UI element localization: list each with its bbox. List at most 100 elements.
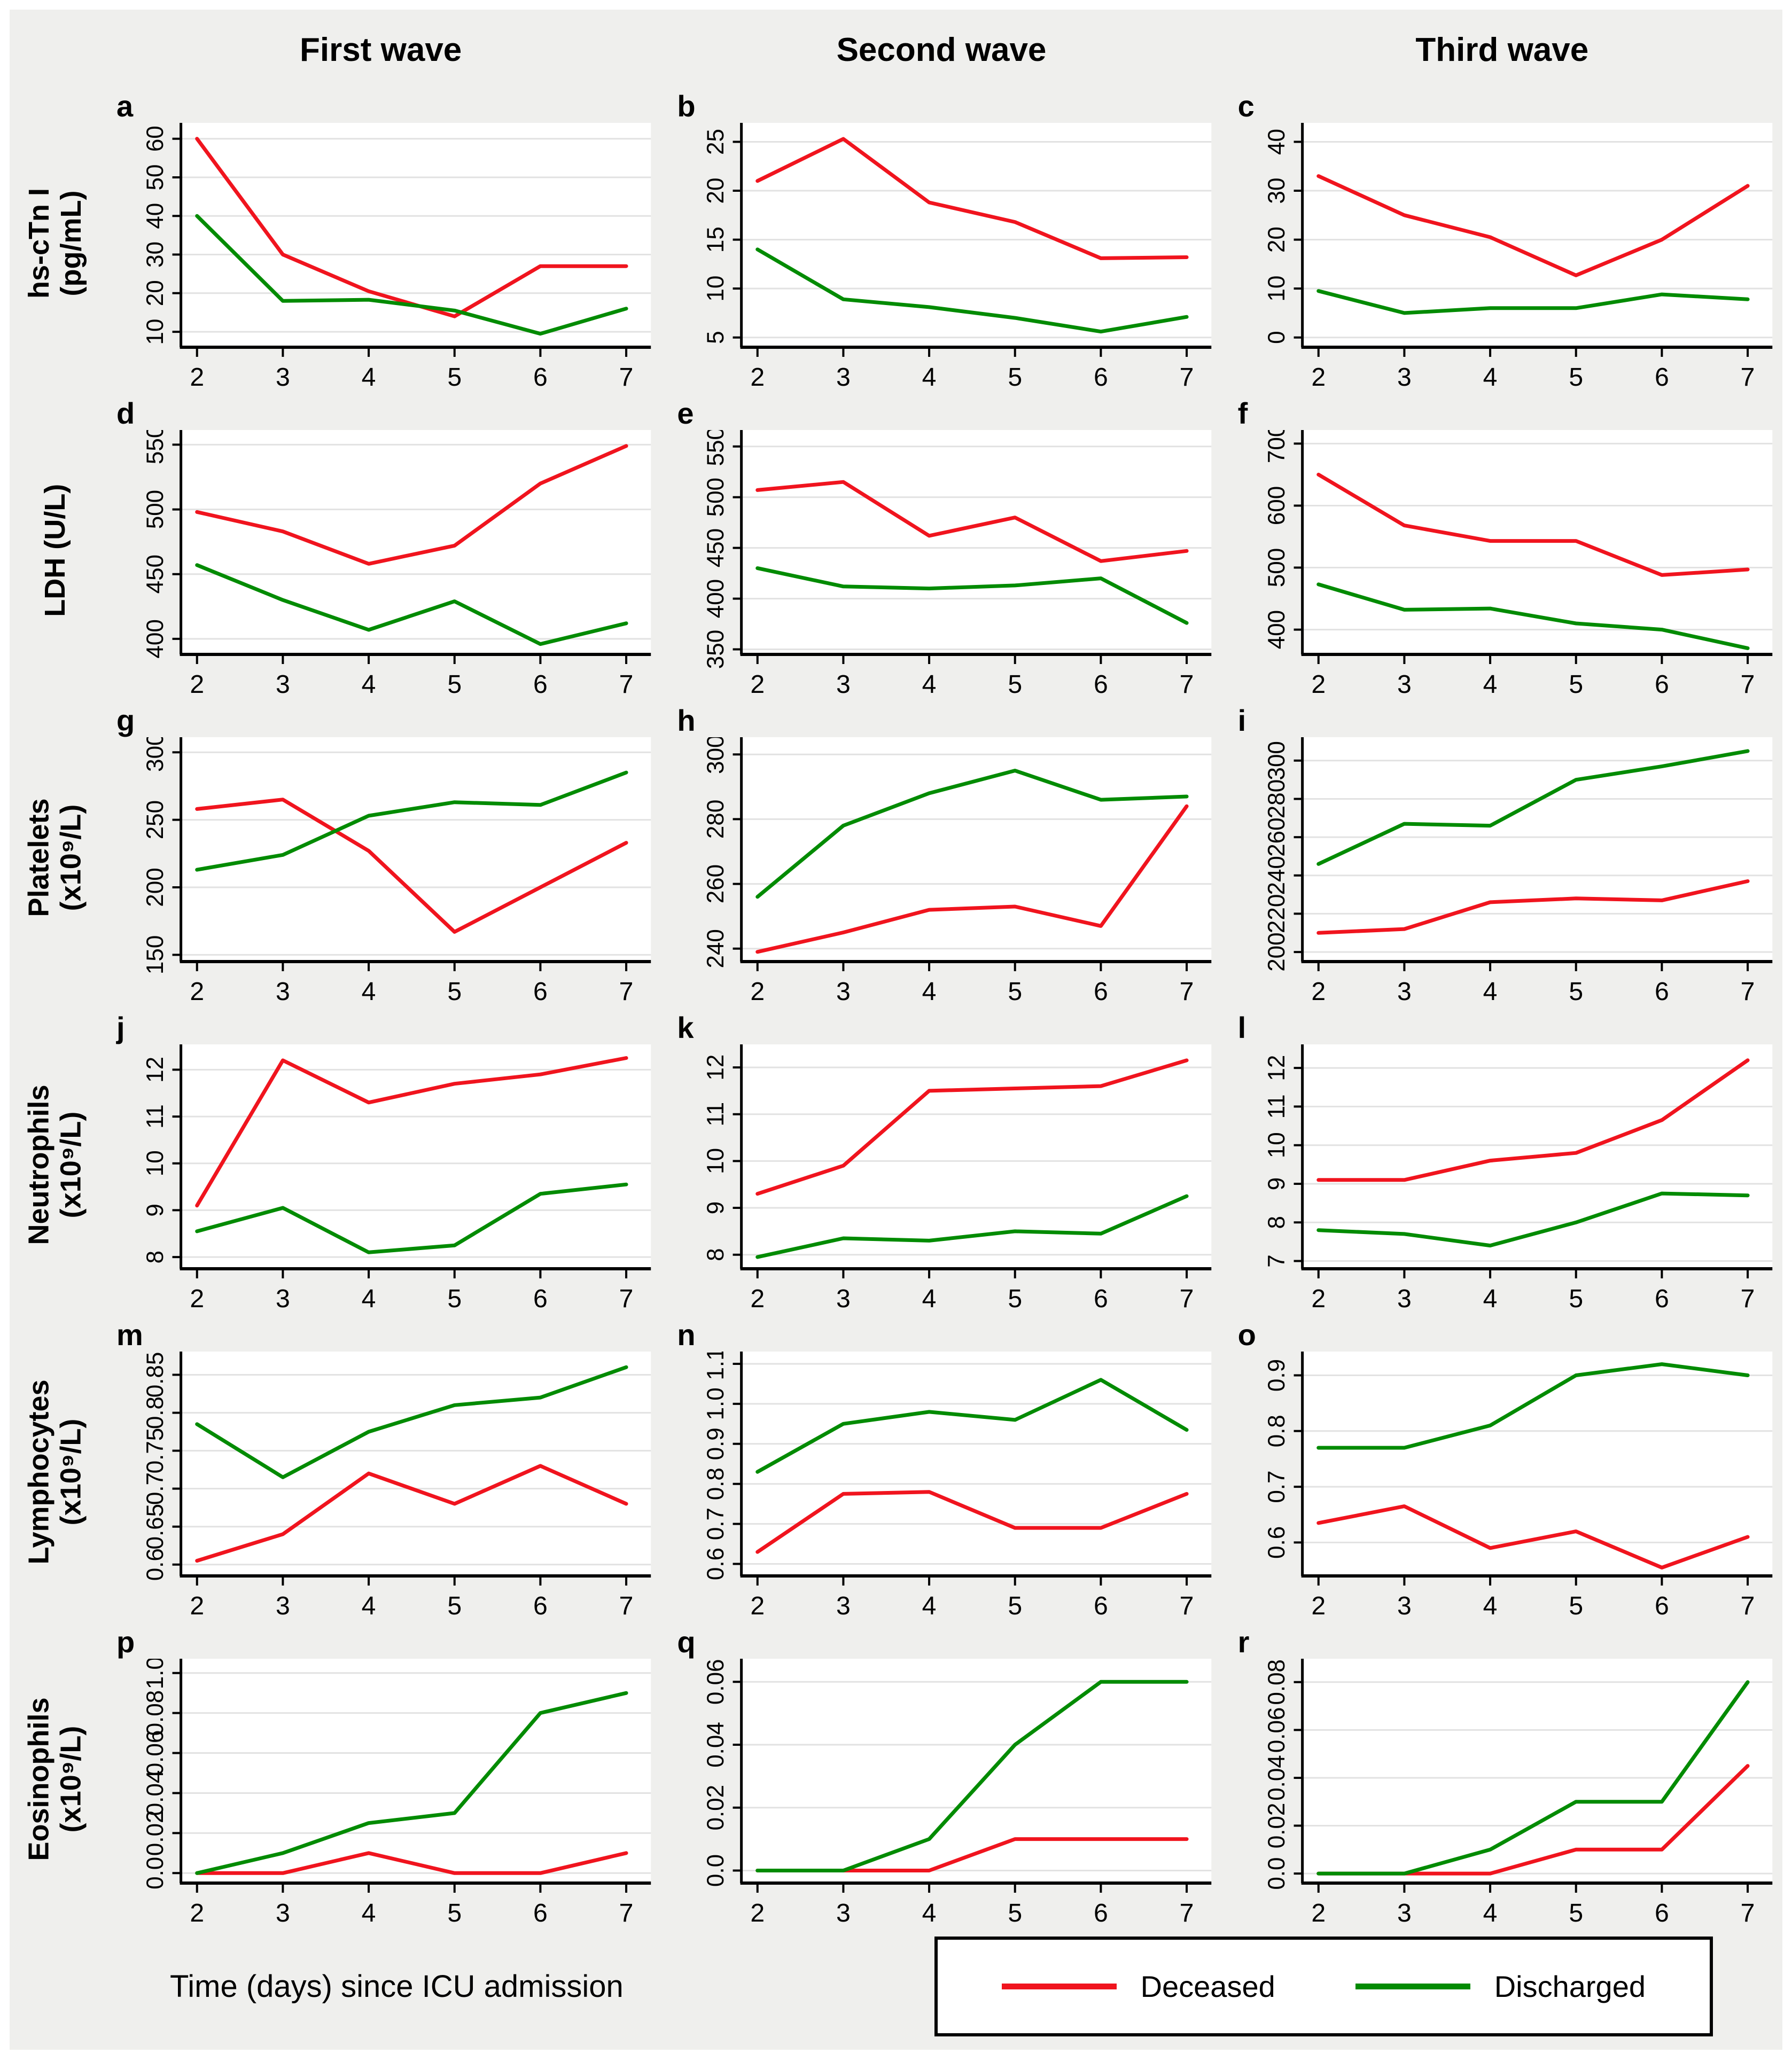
- discharged-line: [195, 1365, 628, 1479]
- discharged-line: [195, 214, 628, 336]
- panel-letter: o: [1237, 1318, 1256, 1352]
- panel-d: d 400 450 500 550 2 3 4 5 6 7: [100, 397, 661, 704]
- panel-q: q 0.0 0.02 0.04 0.06 2 3 4 5 6 7: [661, 1626, 1221, 1933]
- x-tick-label: 2: [1311, 1899, 1326, 1927]
- column-title-second-wave: Second wave: [836, 31, 1047, 68]
- plot-svg: 0.00.020.040.060.081.0 2 3 4 5 6 7: [142, 1659, 651, 1927]
- x-tick-label: 5: [1569, 977, 1583, 1006]
- y-tick-label: 450: [142, 555, 168, 594]
- x-tick-label: 4: [922, 1899, 937, 1927]
- y-tick-label: 0.9: [1264, 1359, 1290, 1392]
- y-tick-label: 280: [703, 800, 729, 839]
- x-tick-label: 3: [836, 1284, 851, 1313]
- panel-letter: g: [116, 704, 135, 737]
- x-tick-label: 7: [1740, 977, 1755, 1006]
- footer: Time (days) since ICU admission Deceased…: [10, 1933, 1782, 2040]
- y-tick-label: 0.6: [1264, 1526, 1290, 1559]
- legend-item-discharged: Discharged: [1355, 1969, 1646, 2004]
- y-tick-label: 0.8: [1264, 1415, 1290, 1447]
- panel-grid: hs-cTn I (pg/mL) a 10 20 30 40 50 60 2 3 4 5 6 7 b 5 10 15…: [10, 90, 1782, 1933]
- panel-j: j 8 9 10 11 12 2 3 4 5 6 7: [100, 1011, 661, 1318]
- x-tick-label: 2: [1311, 363, 1326, 392]
- x-tick-label: 7: [619, 1284, 634, 1313]
- panel-letter: e: [677, 396, 694, 430]
- y-tick-label: 7: [1264, 1254, 1290, 1267]
- legend-box: Deceased Discharged: [934, 1936, 1713, 2036]
- plot-area: [1302, 737, 1772, 962]
- plot-area: [181, 1659, 651, 1883]
- y-tick-label: 450: [703, 528, 729, 567]
- x-tick-label: 6: [1655, 1284, 1669, 1313]
- row-label-cell: LDH (U/L): [10, 397, 100, 704]
- x-tick-label: 6: [1655, 977, 1669, 1006]
- x-tick-label: 3: [276, 363, 290, 392]
- x-tick-label: 5: [1569, 1591, 1583, 1620]
- discharged-line: [755, 1680, 1189, 1872]
- panel-letter: a: [116, 89, 134, 123]
- x-tick-label: 4: [1483, 1899, 1497, 1927]
- x-tick-label: 7: [1180, 363, 1194, 392]
- x-tick-label: 3: [1397, 1899, 1412, 1927]
- y-tick-label: 300: [1264, 741, 1290, 780]
- y-tick-label: 0.04: [142, 1770, 168, 1816]
- y-tick-label: 9: [142, 1204, 168, 1216]
- x-tick-label: 2: [190, 1899, 204, 1927]
- y-tick-label: 0.0: [142, 1857, 168, 1890]
- deceased-line: [1316, 472, 1750, 577]
- x-tick-label: 4: [362, 1899, 376, 1927]
- panel-c: c 0 10 20 30 40 2 3 4 5 6 7: [1222, 90, 1782, 397]
- y-tick-label: 30: [1264, 178, 1290, 204]
- panel-h: h 240 260 280 300 2 3 4 5 6 7: [661, 704, 1221, 1011]
- plot-area: [741, 1044, 1212, 1269]
- y-tick-label: 10: [142, 319, 168, 345]
- deceased-line: [195, 1851, 628, 1875]
- x-axis-label: Time (days) since ICU admission: [170, 1969, 624, 2004]
- y-tick-label: 0.0: [703, 1854, 729, 1887]
- discharged-line: [755, 1378, 1189, 1474]
- x-tick-label: 4: [922, 670, 937, 699]
- plot-svg: 8 9 10 11 12 2 3 4 5 6 7: [142, 1044, 651, 1313]
- x-tick-label: 7: [619, 670, 634, 699]
- y-tick-label: 0.06: [142, 1730, 168, 1776]
- y-tick-label: 300: [703, 737, 729, 774]
- plot-area: [1302, 1659, 1772, 1883]
- legend-label-deceased: Deceased: [1140, 1969, 1275, 2003]
- x-tick-label: 5: [1569, 1899, 1583, 1927]
- y-tick-label: 0.7: [142, 1472, 168, 1505]
- x-tick-label: 6: [533, 1591, 548, 1620]
- x-tick-label: 3: [836, 1591, 851, 1620]
- x-tick-label: 5: [447, 1284, 462, 1313]
- y-tick-label: 11: [1264, 1095, 1290, 1119]
- y-tick-label: 1.0: [703, 1387, 729, 1420]
- y-tick-label: 400: [703, 579, 729, 618]
- x-tick-label: 5: [1569, 1284, 1583, 1313]
- panel-i: i 200 220 240 260 280 300 2 3 4 5 6 7: [1222, 704, 1782, 1011]
- panel-l: l 7 8 9 10 11 12 2 3 4 5 6 7: [1222, 1011, 1782, 1318]
- x-tick-label: 6: [533, 670, 548, 699]
- row-axis-title: LDH (U/L): [38, 484, 71, 617]
- deceased-line: [1316, 174, 1750, 277]
- x-tick-label: 4: [922, 363, 937, 392]
- plot-svg: 150 200 250 300 2 3 4 5 6 7: [142, 737, 651, 1006]
- row-label-cell: Platelets (x10⁹/L): [10, 704, 100, 1011]
- discharged-line: [1316, 582, 1750, 650]
- y-tick-label: 12: [142, 1057, 168, 1083]
- y-tick-label: 240: [1264, 856, 1290, 895]
- x-tick-label: 6: [1655, 1591, 1669, 1620]
- plot-area: [741, 1659, 1212, 1883]
- x-tick-label: 2: [751, 1591, 765, 1620]
- x-tick-label: 2: [1311, 977, 1326, 1006]
- plot-svg: 5 10 15 20 25 2 3 4 5 6 7: [703, 123, 1212, 392]
- y-tick-label: 400: [142, 619, 168, 658]
- plot-svg: 10 20 30 40 50 60 2 3 4 5 6 7: [142, 123, 651, 392]
- x-tick-label: 3: [836, 977, 851, 1006]
- x-tick-label: 7: [1180, 1284, 1194, 1313]
- plot-svg: 0.0 0.020.040.060.08 2 3 4 5 6 7: [1264, 1659, 1772, 1927]
- discharged-line: [195, 563, 628, 646]
- plot-svg: 0.60.650.70.750.80.85 2 3 4 5 6 7: [142, 1352, 651, 1620]
- x-tick-label: 2: [190, 977, 204, 1006]
- panel-letter: p: [116, 1625, 135, 1659]
- discharged-line: [755, 247, 1189, 334]
- plot-svg: 8 9 10 11 12 2 3 4 5 6 7: [703, 1044, 1212, 1313]
- panel-letter: d: [116, 396, 135, 430]
